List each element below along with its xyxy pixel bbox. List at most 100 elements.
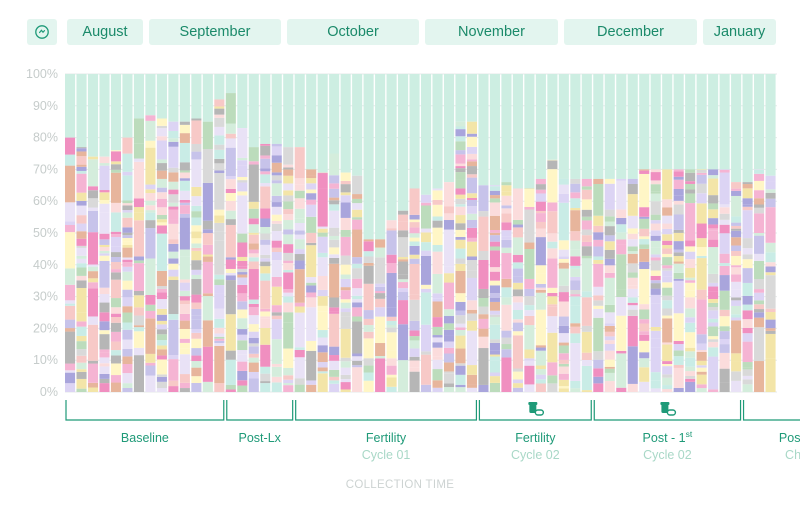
sample-bar[interactable] <box>237 74 248 392</box>
sample-bar[interactable] <box>421 74 432 392</box>
bar-segment <box>168 263 179 270</box>
sample-bar[interactable] <box>352 74 363 392</box>
sample-bar[interactable] <box>99 74 110 392</box>
sample-bar[interactable] <box>719 74 730 392</box>
sample-bar[interactable] <box>179 74 190 392</box>
bar-segment <box>225 314 236 351</box>
bar-segment <box>593 178 604 184</box>
bar-segment <box>639 334 650 341</box>
sample-bar[interactable] <box>455 74 466 392</box>
sample-bar[interactable] <box>639 74 650 392</box>
sample-bar[interactable] <box>570 74 581 392</box>
sample-bar[interactable] <box>524 74 535 392</box>
sample-bar[interactable] <box>191 74 202 392</box>
bar-segment <box>363 325 374 332</box>
bar-segment <box>260 258 271 262</box>
sample-bar[interactable] <box>731 74 742 392</box>
sample-bar[interactable] <box>708 74 719 392</box>
sample-bar[interactable] <box>225 74 236 392</box>
sample-bar[interactable] <box>604 74 615 392</box>
sample-bar[interactable] <box>409 74 420 392</box>
timeline-toggle-button[interactable] <box>27 19 57 45</box>
sample-bar[interactable] <box>535 74 546 392</box>
sample-bar[interactable] <box>65 74 76 392</box>
bar-segment <box>317 226 328 229</box>
sample-bar[interactable] <box>329 74 340 392</box>
sample-bar[interactable] <box>248 74 259 392</box>
bar-segment <box>283 234 294 245</box>
bar-segment <box>765 308 776 313</box>
sample-bar[interactable] <box>317 74 328 392</box>
sample-bar[interactable] <box>145 74 156 392</box>
sample-bar[interactable] <box>133 74 144 392</box>
bar-segment <box>570 326 581 334</box>
bar-segment <box>432 199 443 205</box>
sample-bar[interactable] <box>616 74 627 392</box>
sample-bar[interactable] <box>294 74 305 392</box>
sample-bar[interactable] <box>754 74 765 392</box>
sample-bar[interactable] <box>271 74 282 392</box>
month-october[interactable]: October <box>287 19 419 45</box>
bar-segment <box>375 247 386 258</box>
month-january[interactable]: January <box>703 19 776 45</box>
sample-bar[interactable] <box>685 74 696 392</box>
sample-bar[interactable] <box>76 74 87 392</box>
bar-remainder <box>409 74 420 189</box>
bar-segment <box>237 260 248 267</box>
sample-bar[interactable] <box>375 74 386 392</box>
sample-bar[interactable] <box>260 74 271 392</box>
month-november[interactable]: November <box>425 19 558 45</box>
sample-bar[interactable] <box>650 74 661 392</box>
sample-bar[interactable] <box>581 74 592 392</box>
sample-bar[interactable] <box>283 74 294 392</box>
bar-segment <box>76 341 87 350</box>
bar-segment <box>466 146 478 154</box>
bar-segment <box>87 278 99 283</box>
sample-bar[interactable] <box>512 74 523 392</box>
bar-segment <box>570 268 581 277</box>
bar-segment <box>375 343 386 357</box>
sample-bar[interactable] <box>662 74 673 392</box>
sample-bar[interactable] <box>363 74 374 392</box>
sample-bar[interactable] <box>765 74 776 392</box>
bar-segment <box>317 252 328 258</box>
sample-bar[interactable] <box>110 74 122 392</box>
sample-bar[interactable] <box>489 74 500 392</box>
sample-bar[interactable] <box>627 74 638 392</box>
bar-segment <box>547 248 558 259</box>
bar-segment <box>99 321 110 331</box>
sample-bar[interactable] <box>443 74 455 392</box>
bar-segment <box>191 159 202 187</box>
month-december[interactable]: December <box>564 19 697 45</box>
sample-bar[interactable] <box>478 74 489 392</box>
bar-segment <box>501 213 512 223</box>
sample-bar[interactable] <box>742 74 753 392</box>
bar-segment <box>604 235 615 242</box>
sample-bar[interactable] <box>501 74 512 392</box>
sample-bar[interactable] <box>558 74 569 392</box>
bar-segment <box>156 299 167 309</box>
sample-bar[interactable] <box>547 74 558 392</box>
month-september[interactable]: September <box>149 19 281 45</box>
sample-bar[interactable] <box>398 74 409 392</box>
sample-bar[interactable] <box>87 74 99 392</box>
sample-bar[interactable] <box>386 74 397 392</box>
sample-bar[interactable] <box>340 74 351 392</box>
bar-segment <box>558 240 569 250</box>
bar-segment <box>260 143 271 146</box>
month-august[interactable]: August <box>67 19 143 45</box>
bar-segment <box>352 353 363 357</box>
sample-bar[interactable] <box>673 74 684 392</box>
sample-bar[interactable] <box>202 74 213 392</box>
sample-bar[interactable] <box>122 74 133 392</box>
sample-bar[interactable] <box>168 74 179 392</box>
sample-bar[interactable] <box>696 74 707 392</box>
sample-bar[interactable] <box>432 74 443 392</box>
sample-bar[interactable] <box>306 74 317 392</box>
sample-bar[interactable] <box>214 74 225 392</box>
bar-segment <box>133 212 144 221</box>
sample-bar[interactable] <box>593 74 604 392</box>
bar-segment <box>765 328 776 331</box>
sample-bar[interactable] <box>466 74 478 392</box>
sample-bar[interactable] <box>156 74 167 392</box>
